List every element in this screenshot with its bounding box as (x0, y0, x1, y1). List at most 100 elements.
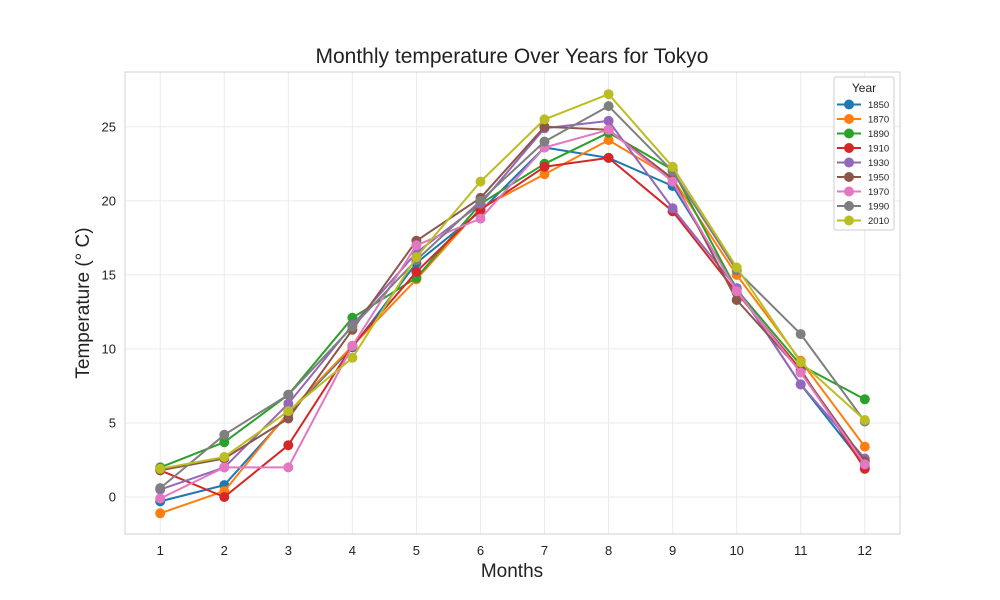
legend-label: 1990 (868, 202, 889, 213)
data-point-2010 (219, 452, 230, 462)
plot-area (124, 71, 901, 535)
legend-label: 1930 (868, 158, 889, 169)
series-line-1970 (159, 128, 866, 500)
data-point-1970 (603, 124, 614, 135)
data-point-2010 (347, 352, 358, 363)
x-tick-label: 7 (541, 543, 548, 558)
y-tick-label: 10 (102, 341, 116, 356)
data-point-1950 (283, 413, 294, 424)
legend-label: 2010 (868, 216, 889, 227)
legend-label: 1950 (868, 173, 889, 184)
x-tick-label: 8 (605, 543, 612, 558)
legend-swatch-marker (844, 99, 854, 110)
series-line-2010 (160, 93, 866, 470)
data-point-1970 (795, 367, 806, 378)
y-tick-label: 15 (102, 267, 116, 282)
data-point-1910 (539, 161, 550, 172)
x-tick-label: 3 (285, 543, 292, 558)
legend-swatch-marker (844, 114, 854, 124)
y-tick-label: 5 (109, 415, 116, 430)
legend-label: 1890 (868, 129, 889, 140)
data-point-1870 (603, 135, 614, 146)
data-point-1910 (219, 492, 230, 502)
legend-label: 1970 (868, 187, 889, 198)
y-axis-label: Temperature (° C) (73, 227, 94, 378)
data-point-1890 (347, 312, 358, 323)
x-tick-label: 2 (221, 543, 228, 558)
data-point-1930 (667, 203, 678, 214)
data-point-1950 (731, 295, 742, 305)
data-point-1970 (667, 176, 678, 187)
x-tick-label: 5 (413, 543, 420, 558)
x-tick-label: 9 (669, 543, 676, 558)
y-tick-label: 25 (102, 119, 116, 134)
legend-swatch-marker (844, 128, 854, 139)
legend-entries: 1850 1870 1890 1910 1930 1950 1970 1990 2010 (837, 99, 889, 227)
data-point-2010 (859, 415, 870, 425)
x-tick-label: 12 (858, 543, 872, 558)
legend-swatch-marker (844, 186, 854, 197)
legend-entry-1930: 1930 (837, 157, 889, 169)
data-point-1890 (859, 394, 870, 405)
data-point-1970 (219, 462, 230, 473)
legend-entry-1970: 1970 (837, 186, 889, 198)
data-point-1870 (859, 441, 870, 452)
x-tick-label: 6 (477, 543, 484, 558)
legend-label: 1850 (868, 100, 889, 111)
data-point-1990 (219, 429, 230, 440)
y-tick-label: 20 (102, 193, 116, 208)
legend-title: Year (852, 81, 876, 95)
legend-label: 1910 (868, 144, 889, 155)
legend: Year 1850 1870 1890 1910 1930 1950 1970 1990 201… (833, 76, 895, 231)
data-point-2010 (475, 176, 486, 187)
data-point-1990 (155, 483, 166, 494)
data-point-2010 (283, 406, 294, 417)
x-tick-label: 4 (349, 543, 356, 558)
legend-entry-1890: 1890 (837, 128, 889, 140)
legend-entry-1850: 1850 (837, 99, 889, 111)
data-point-2010 (539, 114, 550, 125)
data-point-2010 (411, 252, 422, 263)
legend-swatch-marker (844, 201, 854, 211)
data-point-2010 (603, 89, 614, 100)
x-tick-label: 10 (729, 543, 743, 558)
data-point-1970 (475, 213, 486, 224)
data-point-1910 (411, 266, 422, 277)
data-point-1970 (859, 459, 870, 470)
legend-entry-1910: 1910 (837, 143, 889, 155)
legend-entry-1950: 1950 (837, 172, 889, 184)
legend-swatch-marker (844, 172, 854, 182)
data-point-1970 (347, 340, 358, 351)
data-point-2010 (155, 463, 166, 474)
series-line-1990 (159, 105, 866, 489)
y-tick-label: 0 (109, 489, 116, 504)
data-point-1950 (539, 121, 550, 132)
data-point-1970 (411, 240, 422, 251)
data-point-1990 (475, 195, 486, 206)
data-point-1930 (603, 115, 614, 126)
data-point-1870 (155, 508, 166, 519)
data-point-1970 (155, 493, 166, 504)
data-point-1970 (283, 462, 294, 473)
data-point-1910 (283, 440, 294, 451)
series-2010 (155, 89, 870, 474)
legend-swatch-marker (844, 215, 854, 226)
legend-swatch-marker (844, 157, 854, 168)
x-tick-label: 1 (157, 543, 164, 558)
data-point-1930 (795, 379, 806, 390)
legend-label: 1870 (868, 115, 889, 126)
data-point-1970 (731, 286, 742, 297)
legend-entry-2010: 2010 (837, 215, 889, 227)
series-line-1950 (160, 125, 866, 472)
series-lines (155, 89, 870, 519)
legend-entry-1870: 1870 (837, 114, 889, 126)
data-point-1990 (539, 136, 550, 147)
data-point-1870 (539, 169, 550, 180)
data-point-1910 (603, 152, 614, 163)
legend-swatch-marker (844, 143, 854, 153)
legend-entry-1990: 1990 (837, 201, 889, 213)
data-point-1990 (283, 389, 294, 400)
data-point-1990 (795, 329, 806, 340)
data-point-2010 (731, 262, 742, 273)
